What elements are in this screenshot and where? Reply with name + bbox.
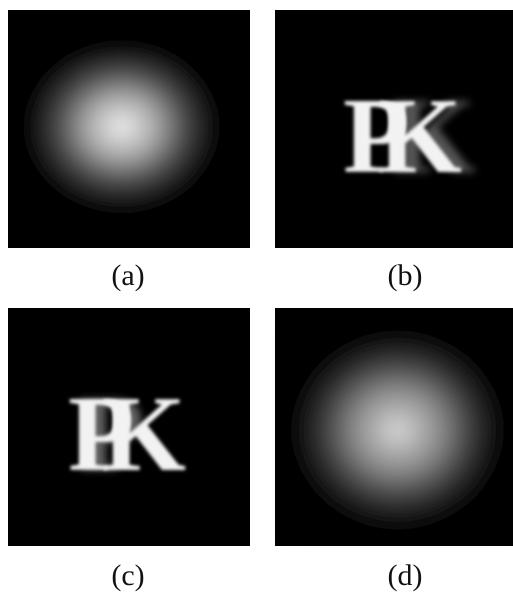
caption: (d) (388, 559, 423, 592)
blur-blob (28, 45, 223, 215)
glyph-ghost: P (78, 375, 144, 494)
glyph-ghost: K (392, 77, 476, 196)
blur-blob (290, 330, 505, 530)
figure: (a) P K K (b) P K P (c) (d) (0, 0, 513, 592)
caption: (c) (111, 559, 144, 592)
caption: (b) (388, 259, 423, 292)
caption: (a) (111, 259, 144, 292)
